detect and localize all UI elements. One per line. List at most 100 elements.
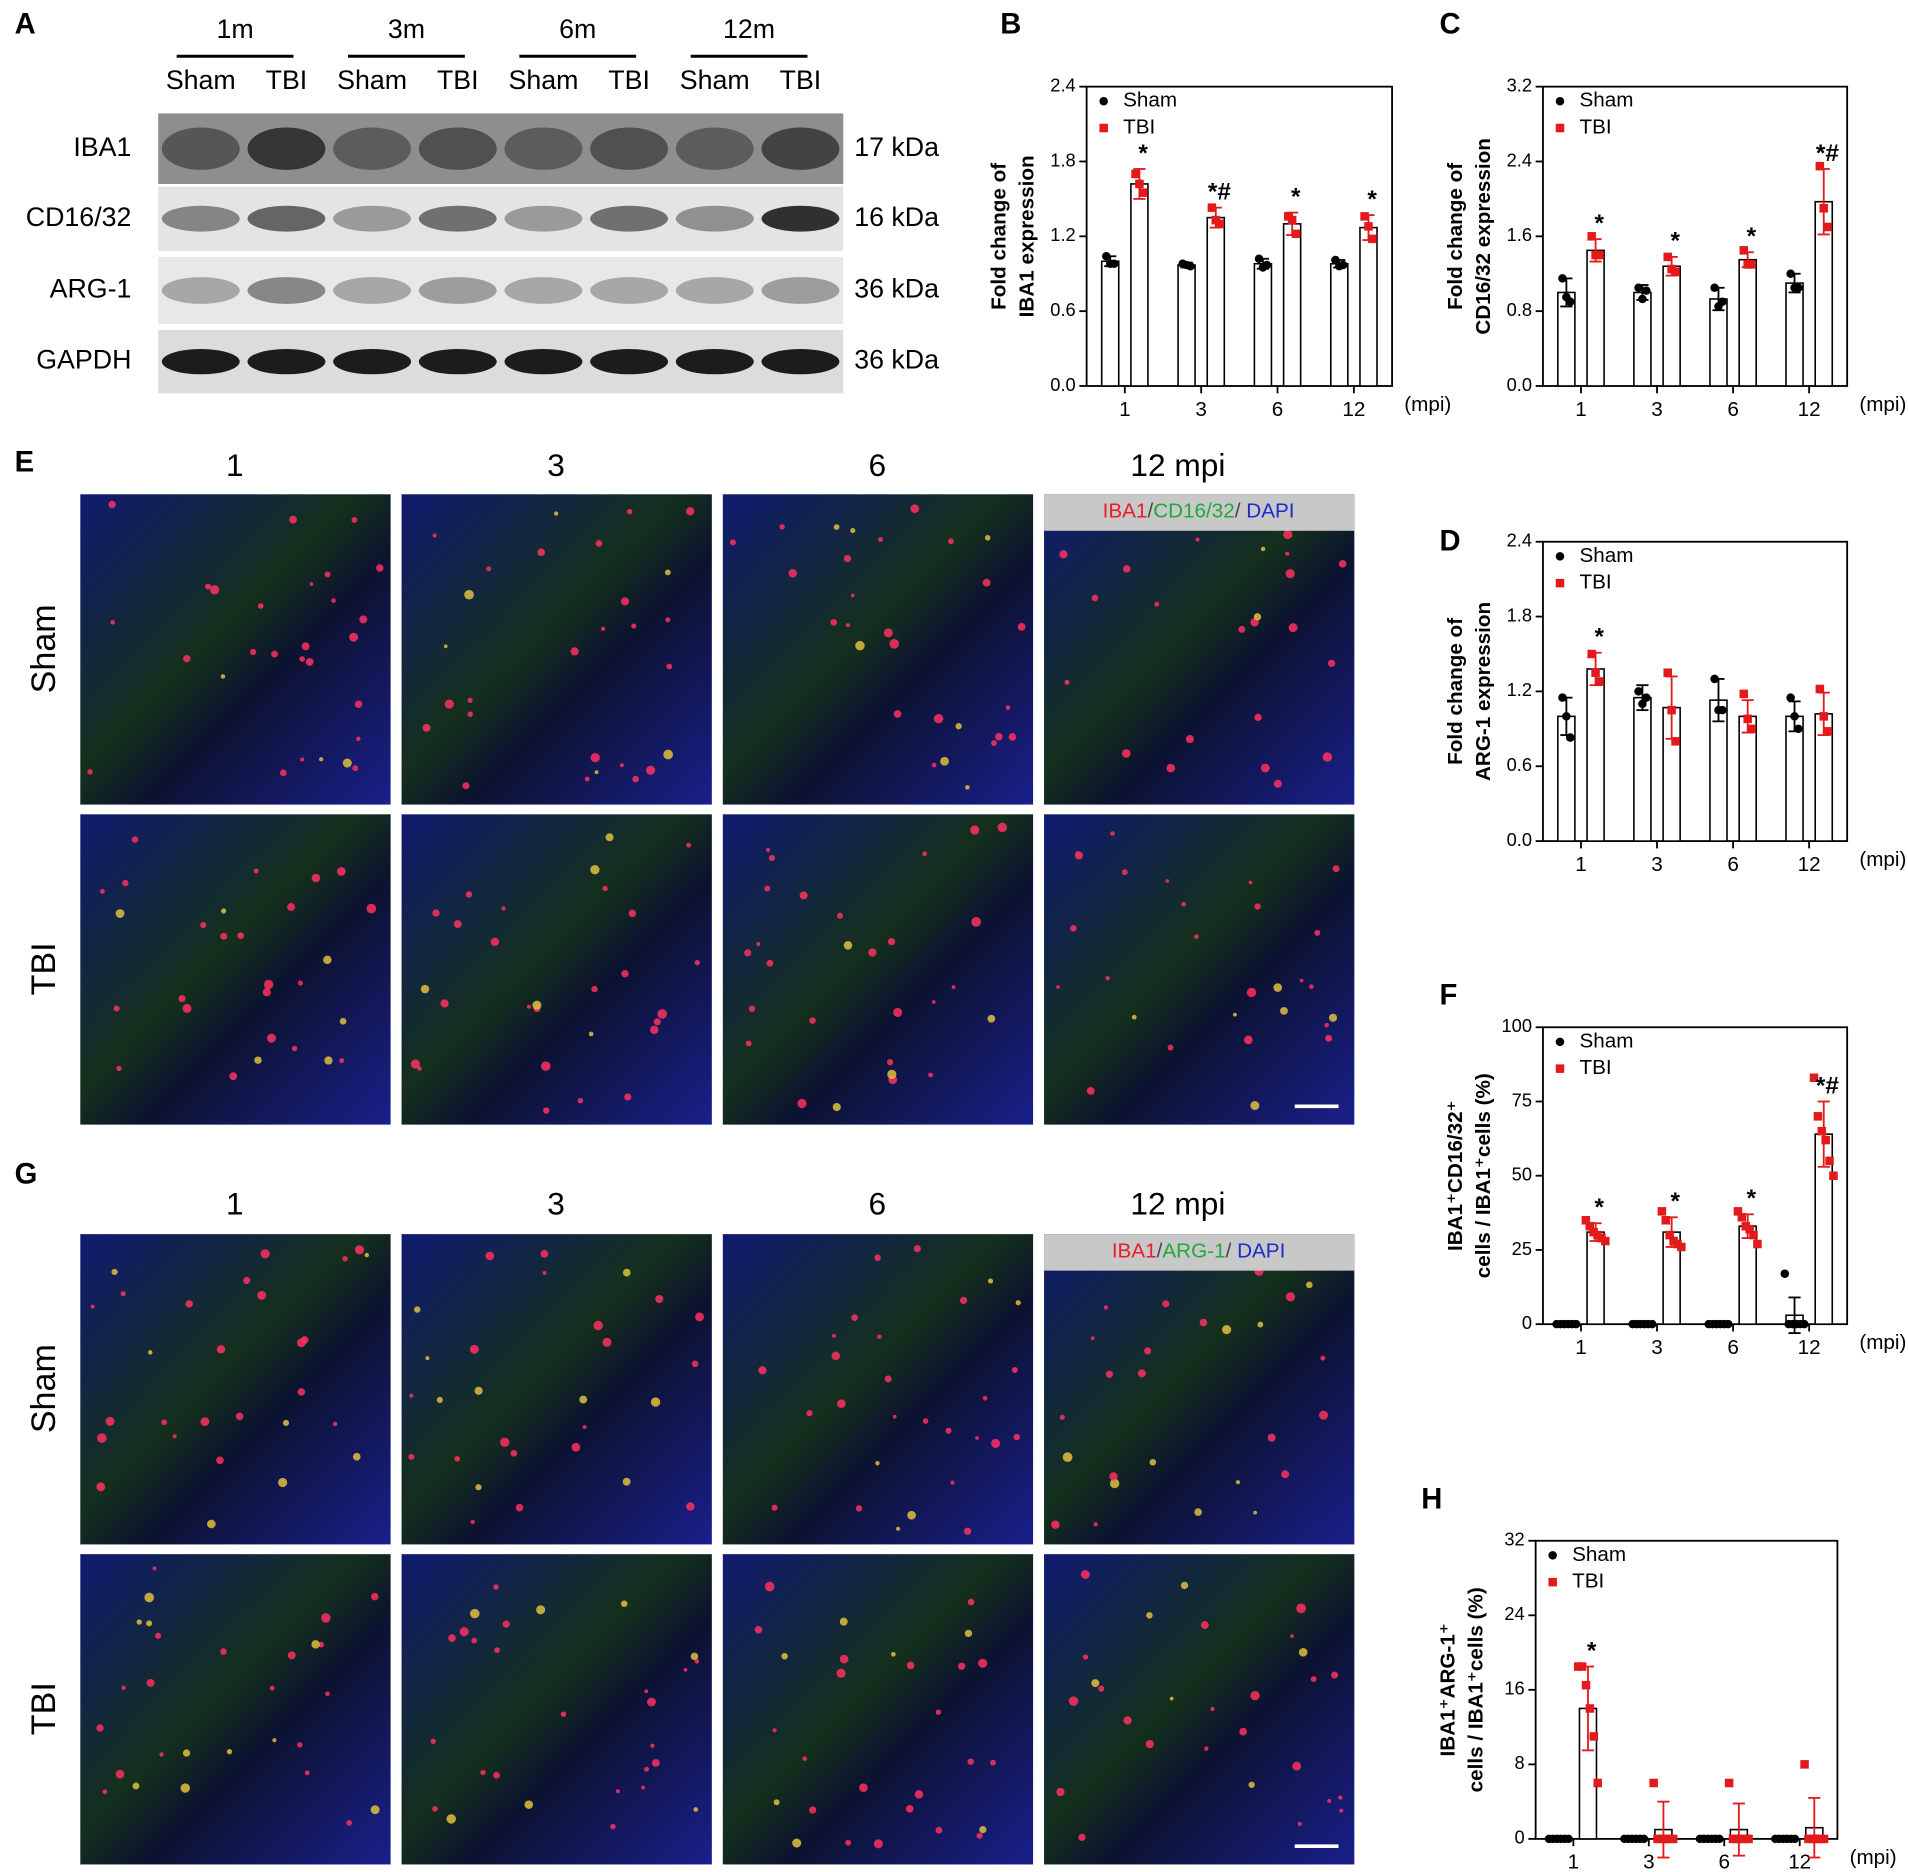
y-tick-label: 0.6 bbox=[1050, 299, 1075, 320]
data-point bbox=[1585, 1704, 1595, 1713]
cell bbox=[309, 582, 314, 586]
cell bbox=[1332, 865, 1340, 873]
cell bbox=[666, 663, 673, 670]
cell bbox=[323, 955, 332, 965]
data-point bbox=[1135, 179, 1144, 189]
cell bbox=[1222, 1325, 1232, 1335]
cell bbox=[644, 1766, 650, 1772]
significance: * bbox=[1594, 1194, 1604, 1221]
cell bbox=[978, 1658, 988, 1668]
significance: * bbox=[1671, 1188, 1681, 1215]
data-point bbox=[1360, 212, 1369, 221]
data-point bbox=[1829, 1171, 1838, 1180]
cell bbox=[260, 1249, 270, 1259]
cell bbox=[605, 833, 614, 842]
bar bbox=[1586, 668, 1605, 842]
cell bbox=[855, 1505, 863, 1512]
cell bbox=[1288, 623, 1298, 633]
cell bbox=[540, 1250, 549, 1258]
cell bbox=[1281, 1470, 1290, 1479]
cell bbox=[297, 1388, 306, 1396]
cell bbox=[1015, 1300, 1021, 1306]
cell bbox=[116, 1065, 122, 1072]
cell bbox=[664, 569, 671, 576]
cell bbox=[446, 1814, 456, 1824]
timepoint-label: 6m bbox=[559, 14, 596, 44]
cell bbox=[610, 1823, 616, 1830]
cell bbox=[220, 1648, 227, 1655]
stain-part: / bbox=[1157, 1240, 1163, 1263]
data-point bbox=[1638, 699, 1647, 709]
micrograph bbox=[80, 494, 391, 805]
data-point bbox=[1215, 219, 1224, 229]
data-point bbox=[1667, 705, 1676, 715]
micrograph bbox=[80, 1554, 391, 1865]
cell bbox=[982, 578, 991, 587]
cell bbox=[339, 1017, 347, 1025]
cell bbox=[1146, 1612, 1153, 1619]
data-point bbox=[1800, 1760, 1809, 1769]
cell bbox=[922, 851, 928, 857]
data-point bbox=[1571, 1319, 1581, 1329]
y-tick-label: 32 bbox=[1504, 1529, 1524, 1550]
cell bbox=[1273, 779, 1282, 788]
cell bbox=[1008, 733, 1017, 741]
cell bbox=[300, 1336, 309, 1344]
cell bbox=[266, 1033, 277, 1043]
cell bbox=[454, 1455, 460, 1462]
cell bbox=[1290, 1634, 1294, 1638]
cell bbox=[837, 1399, 846, 1408]
cell bbox=[1239, 1727, 1247, 1736]
significance: *# bbox=[1816, 140, 1839, 167]
bar bbox=[1206, 216, 1226, 387]
x-tick-label: 6 bbox=[1727, 853, 1739, 876]
cell bbox=[1318, 1410, 1329, 1420]
legend-label: Sham bbox=[1579, 89, 1633, 112]
cell bbox=[1123, 565, 1131, 573]
cell bbox=[182, 1003, 192, 1013]
data-point bbox=[1601, 1236, 1610, 1246]
cell bbox=[146, 1678, 155, 1687]
data-point bbox=[1710, 283, 1719, 293]
stain-part: CD16/32 bbox=[1153, 500, 1235, 523]
cell bbox=[1180, 1581, 1189, 1590]
y-axis-label: IBA1⁺CD16/32⁺ bbox=[1444, 1100, 1467, 1251]
cell bbox=[1199, 1318, 1208, 1327]
micrograph bbox=[1044, 1234, 1355, 1545]
x-tick-label: 3 bbox=[1195, 398, 1207, 421]
cell bbox=[873, 1839, 883, 1849]
cell bbox=[772, 1728, 777, 1733]
cell bbox=[148, 1350, 153, 1355]
blot-band bbox=[590, 205, 669, 232]
cell bbox=[1248, 1781, 1255, 1788]
cell bbox=[221, 908, 227, 914]
cell bbox=[121, 1685, 126, 1690]
data-point bbox=[1718, 297, 1727, 307]
plot-frame bbox=[1085, 85, 1393, 387]
data-point bbox=[1131, 169, 1140, 179]
cell bbox=[414, 1306, 421, 1313]
cell bbox=[356, 736, 361, 742]
cell bbox=[1314, 929, 1321, 936]
blot-band bbox=[504, 348, 583, 375]
panel-label: H bbox=[1421, 1483, 1442, 1515]
cell bbox=[1011, 1367, 1018, 1374]
cell bbox=[1320, 1355, 1326, 1361]
blot-band bbox=[333, 127, 412, 170]
cell bbox=[987, 1278, 994, 1284]
cell bbox=[115, 1769, 125, 1779]
cell bbox=[646, 765, 656, 775]
cell bbox=[354, 1245, 365, 1255]
blot-band bbox=[590, 127, 669, 170]
cell bbox=[1235, 1480, 1241, 1485]
cell bbox=[745, 1040, 752, 1047]
data-point bbox=[1657, 1207, 1667, 1216]
cell bbox=[1297, 1821, 1302, 1827]
data-point bbox=[1634, 687, 1643, 696]
data-point bbox=[1677, 1242, 1686, 1252]
cell bbox=[90, 1304, 95, 1309]
cell bbox=[806, 1410, 813, 1417]
cell bbox=[754, 1625, 763, 1634]
cell bbox=[771, 1504, 778, 1511]
